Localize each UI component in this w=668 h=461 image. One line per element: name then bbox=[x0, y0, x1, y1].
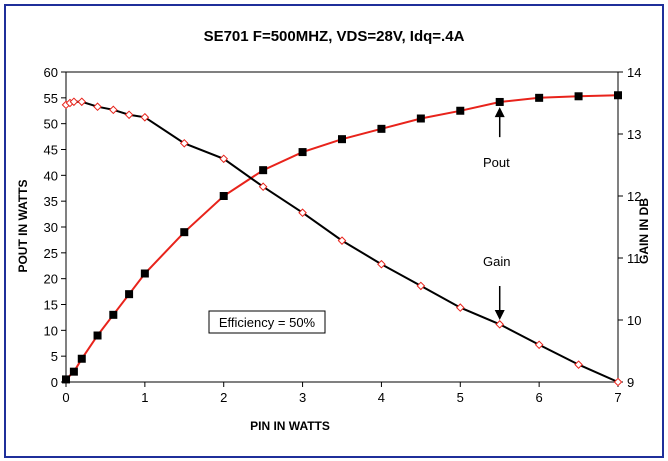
left-y-tick-label: 50 bbox=[44, 117, 58, 132]
left-y-tick-label: 0 bbox=[51, 375, 58, 390]
pout-point bbox=[456, 106, 465, 115]
gain-point bbox=[93, 102, 102, 112]
x-tick-label: 7 bbox=[614, 390, 621, 405]
tick-group: 0 1 2 3 4 5 6 705101520253035404550556091011121… bbox=[44, 65, 642, 405]
gain-point bbox=[613, 377, 623, 387]
gain-point bbox=[77, 97, 87, 107]
pout-point bbox=[69, 367, 78, 376]
pout-point bbox=[219, 192, 228, 200]
gain-point bbox=[109, 105, 118, 115]
gain-point bbox=[495, 320, 505, 329]
gain-arrow-head bbox=[494, 310, 505, 320]
pout-point bbox=[109, 310, 118, 319]
gain-point bbox=[69, 97, 79, 107]
pout-point bbox=[62, 375, 70, 384]
pout-point bbox=[377, 124, 386, 133]
pout-point bbox=[535, 93, 544, 102]
gain-point bbox=[140, 112, 150, 122]
pout-annotation: Pout bbox=[483, 155, 510, 170]
gain-point bbox=[455, 303, 465, 312]
right-y-tick-label: 9 bbox=[627, 375, 634, 390]
x-tick-label: 5 bbox=[457, 390, 464, 405]
right-y-tick-label: 13 bbox=[627, 127, 641, 142]
gain-annotation: Gain bbox=[483, 254, 510, 269]
gain-point bbox=[337, 236, 347, 245]
gain-point bbox=[377, 259, 386, 269]
pout-point bbox=[614, 91, 622, 100]
left-axis-title: POUT IN WATTS bbox=[16, 179, 30, 272]
left-y-tick-label: 5 bbox=[51, 349, 58, 364]
right-y-tick-label: 11 bbox=[627, 251, 641, 266]
annotation-group: Pout Gain Efficiency = 50% bbox=[208, 107, 510, 334]
gain-point bbox=[219, 154, 229, 164]
pout-point bbox=[574, 92, 583, 101]
gain-point bbox=[574, 360, 583, 369]
gain-point bbox=[534, 340, 544, 350]
left-y-tick-label: 20 bbox=[44, 272, 58, 287]
left-y-tick-label: 25 bbox=[44, 246, 58, 261]
pout-point bbox=[77, 354, 86, 363]
pout-point bbox=[259, 166, 268, 175]
left-y-tick-label: 45 bbox=[44, 143, 58, 158]
right-y-tick-label: 14 bbox=[627, 65, 641, 80]
x-axis-title: PIN IN WATTS bbox=[250, 419, 330, 433]
x-tick-label: 6 bbox=[536, 390, 543, 405]
right-y-tick-label: 10 bbox=[627, 313, 641, 328]
x-tick-label: 0 bbox=[62, 390, 69, 405]
efficiency-annotation: Efficiency = 50% bbox=[219, 315, 316, 330]
left-y-tick-label: 60 bbox=[44, 65, 58, 80]
series-group bbox=[61, 91, 623, 387]
x-tick-label: 2 bbox=[220, 390, 227, 405]
plot-area-border bbox=[65, 71, 619, 383]
left-y-tick-label: 55 bbox=[44, 91, 58, 106]
pout-point bbox=[298, 148, 307, 157]
efficiency-box bbox=[208, 310, 326, 334]
gain-point bbox=[416, 281, 426, 291]
pout-point bbox=[338, 135, 346, 144]
pout-point bbox=[416, 114, 425, 123]
gain-point bbox=[179, 138, 189, 148]
pout-point bbox=[140, 269, 149, 278]
right-y-tick-label: 12 bbox=[627, 189, 641, 204]
axes bbox=[65, 71, 619, 383]
x-tick-label: 1 bbox=[141, 390, 148, 405]
right-axis-title: GAIN IN DB bbox=[637, 198, 651, 264]
pout-point bbox=[125, 290, 134, 299]
left-y-tick-label: 30 bbox=[44, 220, 58, 235]
left-y-tick-label: 10 bbox=[44, 323, 58, 338]
pout-point bbox=[180, 228, 189, 237]
x-tick-label: 3 bbox=[299, 390, 306, 405]
gain-point bbox=[298, 208, 307, 218]
left-y-tick-label: 15 bbox=[44, 298, 58, 313]
pout-arrow-head bbox=[494, 107, 505, 118]
left-y-tick-label: 35 bbox=[44, 194, 58, 209]
gain-point bbox=[124, 110, 134, 120]
pout-point bbox=[495, 97, 504, 106]
left-y-tick-label: 40 bbox=[44, 168, 58, 183]
chart-title: SE701 F=500MHZ, VDS=28V, Idq=.4A bbox=[204, 28, 465, 45]
pout-point bbox=[93, 331, 102, 340]
x-tick-label: 4 bbox=[378, 390, 385, 405]
gain-point bbox=[258, 182, 268, 192]
